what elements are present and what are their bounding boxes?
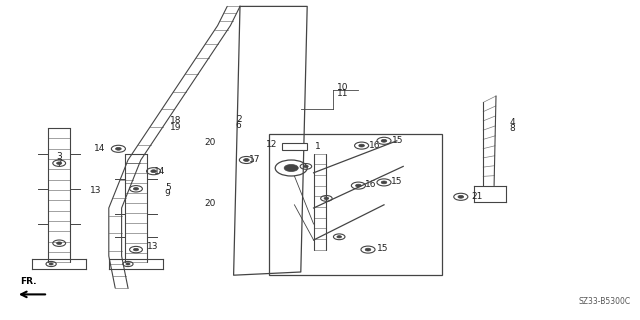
Circle shape [365,248,371,251]
Text: 2: 2 [236,115,241,124]
Text: 6: 6 [236,121,241,130]
Text: 8: 8 [509,124,515,133]
Text: 4: 4 [509,118,515,127]
Text: 13: 13 [90,186,102,195]
Text: 10: 10 [337,83,348,92]
Text: 18: 18 [170,116,182,125]
Bar [282,143,307,150]
Text: 5: 5 [165,183,170,192]
Text: 3: 3 [56,152,61,161]
Circle shape [57,162,62,164]
Circle shape [49,263,53,265]
Text: 16: 16 [365,180,377,189]
Text: 1: 1 [316,142,321,151]
Circle shape [244,159,249,161]
Text: SZ33-B5300C: SZ33-B5300C [579,297,630,306]
Text: 14: 14 [154,167,166,176]
Circle shape [356,184,361,187]
Circle shape [151,170,156,172]
Text: 16: 16 [369,141,380,150]
Circle shape [303,165,308,168]
Text: 12: 12 [266,140,278,149]
Circle shape [458,196,463,198]
Text: FR.: FR. [20,277,37,286]
Text: 20: 20 [204,138,216,147]
Text: 13: 13 [147,242,158,251]
Circle shape [359,144,364,147]
Text: 15: 15 [391,177,403,186]
Bar [269,134,442,275]
Text: 15: 15 [392,136,404,145]
Circle shape [381,140,387,142]
Circle shape [284,164,298,172]
Text: 21: 21 [471,192,483,201]
Text: 17: 17 [249,155,260,164]
Text: 20: 20 [204,199,216,208]
Circle shape [57,242,62,244]
Circle shape [324,197,329,200]
Text: 9: 9 [165,189,170,198]
Text: 14: 14 [93,144,105,153]
Circle shape [126,263,130,265]
Text: 11: 11 [337,89,348,98]
Text: 7: 7 [56,159,61,168]
Text: 19: 19 [170,123,182,132]
Circle shape [381,181,387,184]
Circle shape [337,236,342,238]
Text: 15: 15 [377,244,388,253]
Circle shape [134,188,139,190]
Circle shape [134,248,139,251]
Circle shape [116,148,121,150]
